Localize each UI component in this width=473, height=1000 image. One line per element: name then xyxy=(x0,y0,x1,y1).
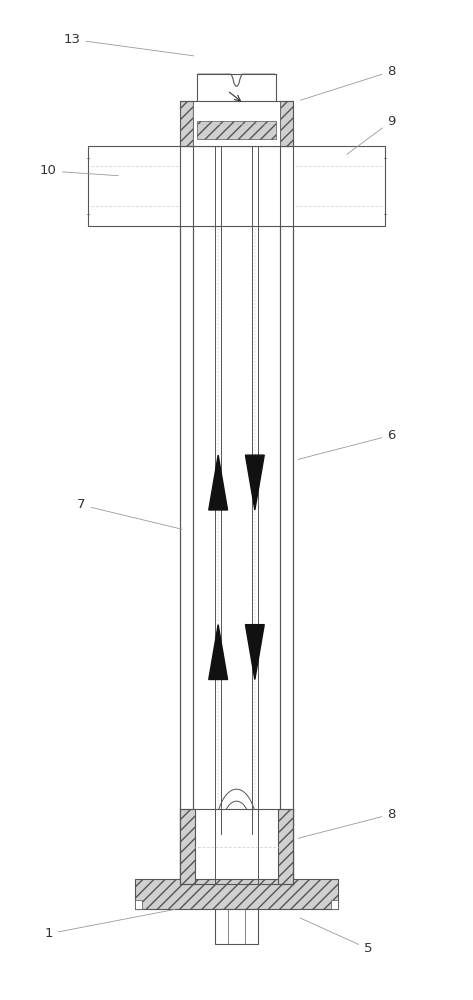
Text: 1: 1 xyxy=(44,909,175,940)
Bar xyxy=(280,146,293,226)
Polygon shape xyxy=(245,625,264,680)
Bar xyxy=(279,809,293,884)
Text: 7: 7 xyxy=(77,498,182,529)
Text: 13: 13 xyxy=(63,33,194,56)
Bar xyxy=(196,121,277,139)
Bar xyxy=(180,141,193,884)
Text: 10: 10 xyxy=(40,164,119,177)
Text: 9: 9 xyxy=(347,115,396,154)
Bar xyxy=(280,101,293,146)
Text: 5: 5 xyxy=(300,918,372,955)
Polygon shape xyxy=(135,900,142,909)
Bar xyxy=(193,141,280,884)
Bar xyxy=(215,909,258,944)
Polygon shape xyxy=(209,625,228,680)
Bar xyxy=(193,101,280,146)
Bar xyxy=(180,101,193,146)
Bar xyxy=(280,141,293,884)
Bar xyxy=(88,146,385,226)
Polygon shape xyxy=(245,455,264,510)
Text: 6: 6 xyxy=(298,429,396,459)
Bar xyxy=(196,74,277,139)
Bar xyxy=(180,809,194,884)
Text: 8: 8 xyxy=(298,808,396,838)
Bar xyxy=(193,809,280,884)
Polygon shape xyxy=(331,900,338,909)
Bar xyxy=(135,879,338,909)
Polygon shape xyxy=(209,455,228,510)
Text: 8: 8 xyxy=(300,65,396,100)
Bar xyxy=(180,146,193,226)
